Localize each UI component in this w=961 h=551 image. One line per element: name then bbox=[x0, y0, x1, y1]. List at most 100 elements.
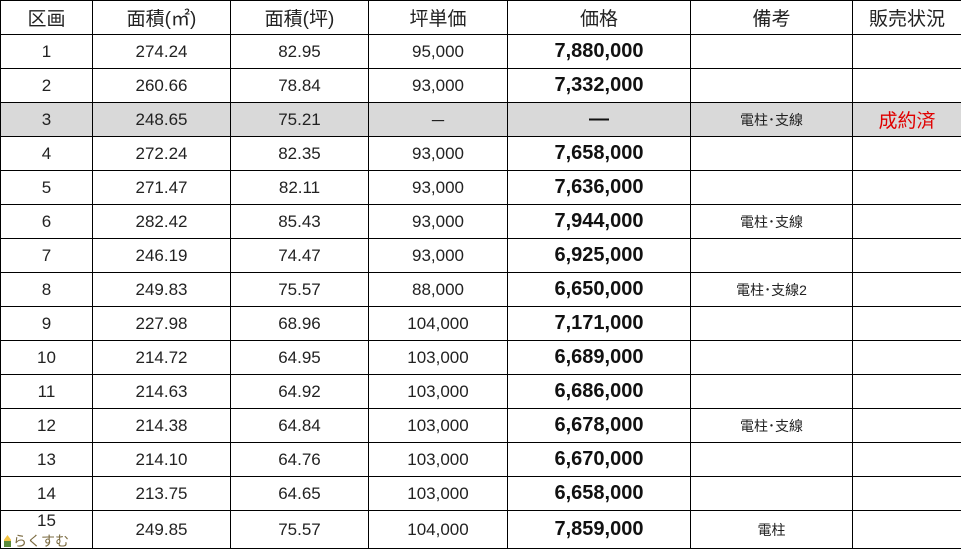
note-cell: 電柱･支線 bbox=[690, 204, 853, 239]
table-row: 4 272.24 82.35 93,000 7,658,000 bbox=[0, 136, 961, 171]
lot-cell: 3 bbox=[0, 102, 93, 137]
area-m2-cell: 214.63 bbox=[92, 374, 231, 409]
table-row: 5 271.47 82.11 93,000 7,636,000 bbox=[0, 170, 961, 205]
area-m2-cell: 272.24 bbox=[92, 136, 231, 171]
unit-price-cell: 103,000 bbox=[368, 476, 508, 511]
unit-price-cell: 104,000 bbox=[368, 306, 508, 341]
lot-cell: 11 bbox=[0, 374, 93, 409]
area-m2-cell: 214.38 bbox=[92, 408, 231, 443]
table-row: 1 274.24 82.95 95,000 7,880,000 bbox=[0, 34, 961, 69]
price-cell: 6,925,000 bbox=[507, 238, 691, 273]
price-cell: 6,689,000 bbox=[507, 340, 691, 375]
note-cell bbox=[690, 340, 853, 375]
area-m2-cell: 249.83 bbox=[92, 272, 231, 307]
price-cell: 7,944,000 bbox=[507, 204, 691, 239]
table-row: 12 214.38 64.84 103,000 6,678,000 電柱･支線 bbox=[0, 408, 961, 443]
area-m2-cell: 282.42 bbox=[92, 204, 231, 239]
area-tsubo-cell: 64.76 bbox=[230, 442, 369, 477]
watermark-logo: らくすむ bbox=[4, 533, 69, 549]
note-cell: 電柱･支線 bbox=[690, 408, 853, 443]
unit-price-cell: 93,000 bbox=[368, 238, 508, 273]
unit-price-cell: 103,000 bbox=[368, 374, 508, 409]
lot-cell: 10 bbox=[0, 340, 93, 375]
table-row: 6 282.42 85.43 93,000 7,944,000 電柱･支線 bbox=[0, 204, 961, 239]
lot-cell: 1 bbox=[0, 34, 93, 69]
area-m2-cell: 214.10 bbox=[92, 442, 231, 477]
area-tsubo-cell: 82.35 bbox=[230, 136, 369, 171]
area-m2-cell: 274.24 bbox=[92, 34, 231, 69]
lot-cell: 2 bbox=[0, 68, 93, 103]
status-cell: 成約済 bbox=[852, 102, 961, 137]
lot-cell: 8 bbox=[0, 272, 93, 307]
price-cell: 6,658,000 bbox=[507, 476, 691, 511]
unit-price-cell: 93,000 bbox=[368, 204, 508, 239]
note-cell: 電柱･支線2 bbox=[690, 272, 853, 307]
watermark-text: らくすむ bbox=[13, 533, 69, 549]
header-lot: 区画 bbox=[0, 0, 93, 35]
unit-price-cell: 95,000 bbox=[368, 34, 508, 69]
lot-cell: 4 bbox=[0, 136, 93, 171]
note-cell bbox=[690, 476, 853, 511]
area-tsubo-cell: 82.11 bbox=[230, 170, 369, 205]
table-row: 15 249.85 75.57 104,000 7,859,000 電柱 bbox=[0, 510, 961, 549]
price-cell: 7,332,000 bbox=[507, 68, 691, 103]
note-cell bbox=[690, 34, 853, 69]
lot-cell: 13 bbox=[0, 442, 93, 477]
header-status: 販売状況 bbox=[852, 0, 961, 35]
price-cell: 6,650,000 bbox=[507, 272, 691, 307]
area-m2-cell: 214.72 bbox=[92, 340, 231, 375]
status-cell bbox=[852, 204, 961, 239]
note-cell: 電柱･支線 bbox=[690, 102, 853, 137]
area-tsubo-cell: 78.84 bbox=[230, 68, 369, 103]
status-cell bbox=[852, 340, 961, 375]
unit-price-cell: 93,000 bbox=[368, 68, 508, 103]
area-tsubo-cell: 85.43 bbox=[230, 204, 369, 239]
lot-cell: 15 bbox=[0, 510, 93, 549]
status-cell bbox=[852, 170, 961, 205]
table-row: 7 246.19 74.47 93,000 6,925,000 bbox=[0, 238, 961, 273]
area-tsubo-cell: 75.57 bbox=[230, 272, 369, 307]
table-row: 10 214.72 64.95 103,000 6,689,000 bbox=[0, 340, 961, 375]
area-m2-cell: 248.65 bbox=[92, 102, 231, 137]
unit-price-cell: 104,000 bbox=[368, 510, 508, 549]
table-row: 8 249.83 75.57 88,000 6,650,000 電柱･支線2 bbox=[0, 272, 961, 307]
status-cell bbox=[852, 136, 961, 171]
header-unit-price: 坪単価 bbox=[368, 0, 508, 35]
lot-cell: 14 bbox=[0, 476, 93, 511]
area-tsubo-cell: 64.95 bbox=[230, 340, 369, 375]
lot-cell: 7 bbox=[0, 238, 93, 273]
note-cell bbox=[690, 170, 853, 205]
status-cell bbox=[852, 442, 961, 477]
note-cell bbox=[690, 306, 853, 341]
price-cell: 7,880,000 bbox=[507, 34, 691, 69]
price-cell: 7,171,000 bbox=[507, 306, 691, 341]
note-cell bbox=[690, 68, 853, 103]
note-cell bbox=[690, 374, 853, 409]
status-cell bbox=[852, 306, 961, 341]
lot-cell: 5 bbox=[0, 170, 93, 205]
area-m2-cell: 249.85 bbox=[92, 510, 231, 549]
price-cell: 7,859,000 bbox=[507, 510, 691, 549]
area-m2-cell: 227.98 bbox=[92, 306, 231, 341]
lot-cell: 12 bbox=[0, 408, 93, 443]
status-cell bbox=[852, 510, 961, 549]
price-cell: ― bbox=[507, 102, 691, 137]
unit-price-cell: 88,000 bbox=[368, 272, 508, 307]
price-cell: 6,670,000 bbox=[507, 442, 691, 477]
area-tsubo-cell: 75.21 bbox=[230, 102, 369, 137]
table-row: 2 260.66 78.84 93,000 7,332,000 bbox=[0, 68, 961, 103]
status-cell bbox=[852, 238, 961, 273]
note-cell: 電柱 bbox=[690, 510, 853, 549]
area-m2-cell: 213.75 bbox=[92, 476, 231, 511]
area-tsubo-cell: 64.92 bbox=[230, 374, 369, 409]
area-tsubo-cell: 82.95 bbox=[230, 34, 369, 69]
table-row: 3 248.65 75.21 － ― 電柱･支線 成約済 bbox=[0, 102, 961, 137]
table-row: 14 213.75 64.65 103,000 6,658,000 bbox=[0, 476, 961, 511]
status-cell bbox=[852, 34, 961, 69]
header-price: 価格 bbox=[507, 0, 691, 35]
header-area-tsubo: 面積(坪) bbox=[230, 0, 369, 35]
note-cell bbox=[690, 238, 853, 273]
lot-cell: 6 bbox=[0, 204, 93, 239]
unit-price-cell: － bbox=[368, 102, 508, 137]
